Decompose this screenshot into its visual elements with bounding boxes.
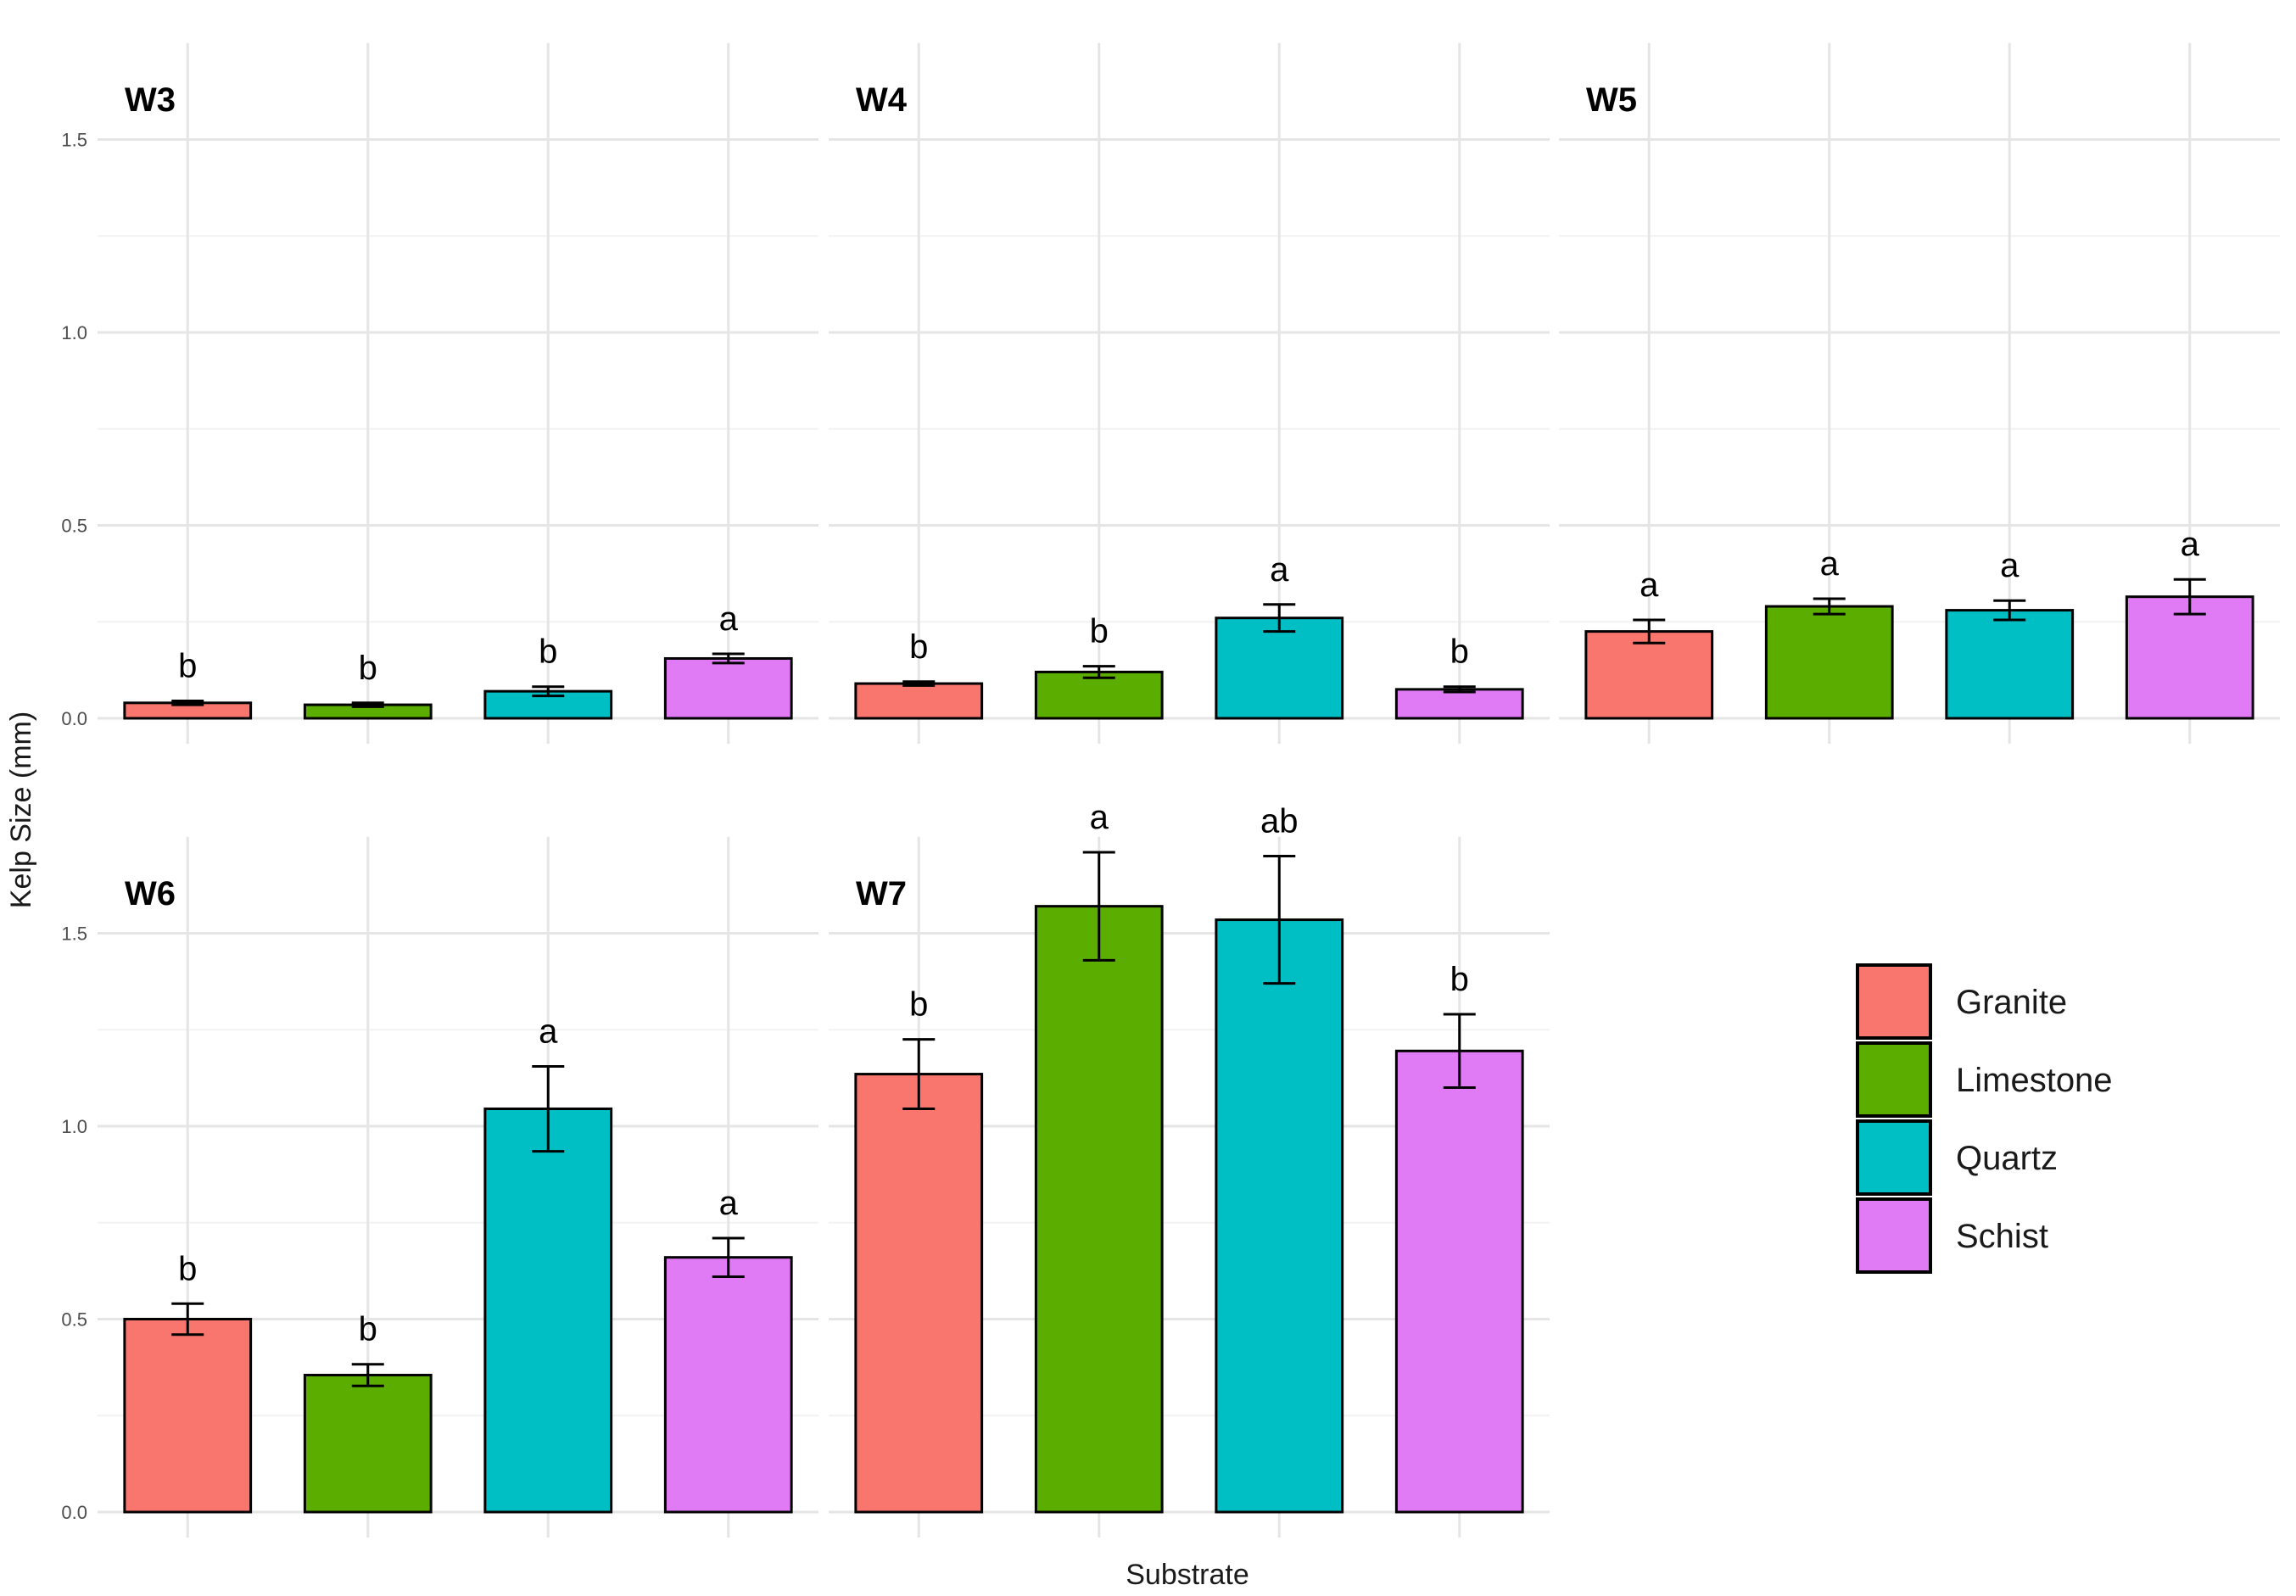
- significance-letter: b: [178, 1250, 197, 1287]
- error-bar: [712, 652, 745, 665]
- bar-limestone: [303, 1373, 433, 1514]
- significance-letter: a: [2000, 547, 2019, 584]
- bar-schist: [1394, 1049, 1524, 1514]
- legend-swatch: [1856, 1197, 1932, 1274]
- error-bar: [2173, 578, 2206, 616]
- bar-granite: [854, 682, 984, 720]
- facet-panel-w7: W7 b a ab b: [829, 799, 1550, 1537]
- significance-letter: a: [539, 1013, 558, 1050]
- error-bar: [902, 680, 936, 687]
- error-bar: [902, 1038, 936, 1111]
- bar-schist: [1394, 688, 1524, 720]
- y-axis-title: Kelp Size (mm): [5, 712, 37, 908]
- significance-letter: b: [909, 628, 928, 666]
- bar-quartz: [1215, 617, 1344, 720]
- y-tick-label: 0.5: [61, 516, 87, 537]
- error-bar: [532, 685, 565, 698]
- significance-letter: b: [1450, 961, 1469, 998]
- significance-letter: b: [178, 648, 197, 685]
- significance-letter: b: [1090, 613, 1109, 650]
- error-bar: [351, 1363, 384, 1387]
- significance-letter: a: [1820, 545, 1840, 583]
- facet-panel-w5: W5 a a a a: [1559, 42, 2280, 744]
- bar-schist: [663, 656, 793, 720]
- significance-letter: a: [2181, 526, 2200, 563]
- error-bar: [1633, 618, 1666, 645]
- y-tick-label: 0.0: [61, 1502, 87, 1523]
- facet-title: W3: [125, 81, 176, 119]
- error-bar: [1443, 1013, 1476, 1089]
- significance-letter: a: [1640, 566, 1659, 604]
- y-tick-label: 1.5: [61, 130, 87, 151]
- legend-item-limestone: Limestone: [1856, 1041, 2113, 1118]
- significance-letter: a: [719, 1185, 739, 1222]
- error-bar: [1082, 851, 1115, 962]
- legend: Granite Limestone Quartz Schist: [1856, 963, 2113, 1274]
- y-tick-label: 0.0: [61, 708, 87, 729]
- significance-letter: b: [1450, 633, 1469, 671]
- bar-limestone: [1034, 905, 1164, 1514]
- legend-item-granite: Granite: [1856, 963, 2067, 1040]
- legend-swatch: [1856, 1119, 1932, 1196]
- significance-letter: a: [1090, 799, 1109, 836]
- legend-label: Quartz: [1956, 1140, 2058, 1177]
- x-axis-title: Substrate: [1126, 1559, 1249, 1591]
- bar-quartz: [483, 1108, 613, 1514]
- legend-swatch: [1856, 1041, 1932, 1118]
- legend-label: Schist: [1956, 1218, 2048, 1255]
- bar-limestone: [1764, 605, 1894, 720]
- y-tick-label: 1.5: [61, 924, 87, 945]
- error-bar: [1263, 855, 1296, 985]
- error-bar: [1263, 603, 1296, 633]
- bar-schist: [2125, 595, 2254, 720]
- legend-swatch: [1856, 963, 1932, 1040]
- y-tick-label: 0.5: [61, 1309, 87, 1331]
- significance-letter: a: [719, 600, 739, 638]
- significance-letter: b: [539, 633, 557, 671]
- error-bar: [171, 1302, 204, 1337]
- error-bar: [1813, 597, 1846, 616]
- bar-granite: [1584, 630, 1714, 720]
- bar-limestone: [1034, 670, 1164, 720]
- bar-granite: [854, 1073, 984, 1514]
- facet-panel-w3: 0.0 0.5 1.0 1.5 W3 b b b a: [61, 42, 818, 744]
- facet-title: W6: [125, 875, 176, 912]
- error-bar: [532, 1064, 565, 1153]
- significance-letter: a: [1270, 551, 1289, 589]
- facet-panel-w6: 0.0 0.5 1.0 1.5 W6 b b a a: [61, 836, 818, 1537]
- error-bar: [1443, 685, 1476, 694]
- y-tick-label: 1.0: [61, 322, 87, 343]
- error-bar: [712, 1236, 745, 1278]
- error-bar: [1082, 665, 1115, 679]
- significance-letter: b: [359, 650, 377, 687]
- facet-title: W7: [856, 875, 907, 912]
- error-bar: [171, 700, 204, 706]
- bar-granite: [123, 1318, 253, 1514]
- legend-item-schist: Schist: [1856, 1197, 2048, 1274]
- legend-label: Limestone: [1956, 1062, 2113, 1099]
- error-bar: [351, 701, 384, 708]
- bar-schist: [663, 1256, 793, 1514]
- y-tick-label: 1.0: [61, 1116, 87, 1137]
- bar-quartz: [1945, 609, 2075, 720]
- significance-letter: ab: [1260, 803, 1299, 840]
- legend-label: Granite: [1956, 984, 2067, 1021]
- facet-title: W5: [1586, 81, 1637, 119]
- bar-quartz: [1215, 918, 1344, 1514]
- significance-letter: b: [359, 1311, 377, 1348]
- legend-item-quartz: Quartz: [1856, 1119, 2058, 1196]
- significance-letter: b: [909, 986, 928, 1024]
- error-bar: [1993, 599, 2026, 622]
- facet-title: W4: [856, 81, 908, 119]
- facet-panel-w4: W4 b b a b: [829, 42, 1550, 744]
